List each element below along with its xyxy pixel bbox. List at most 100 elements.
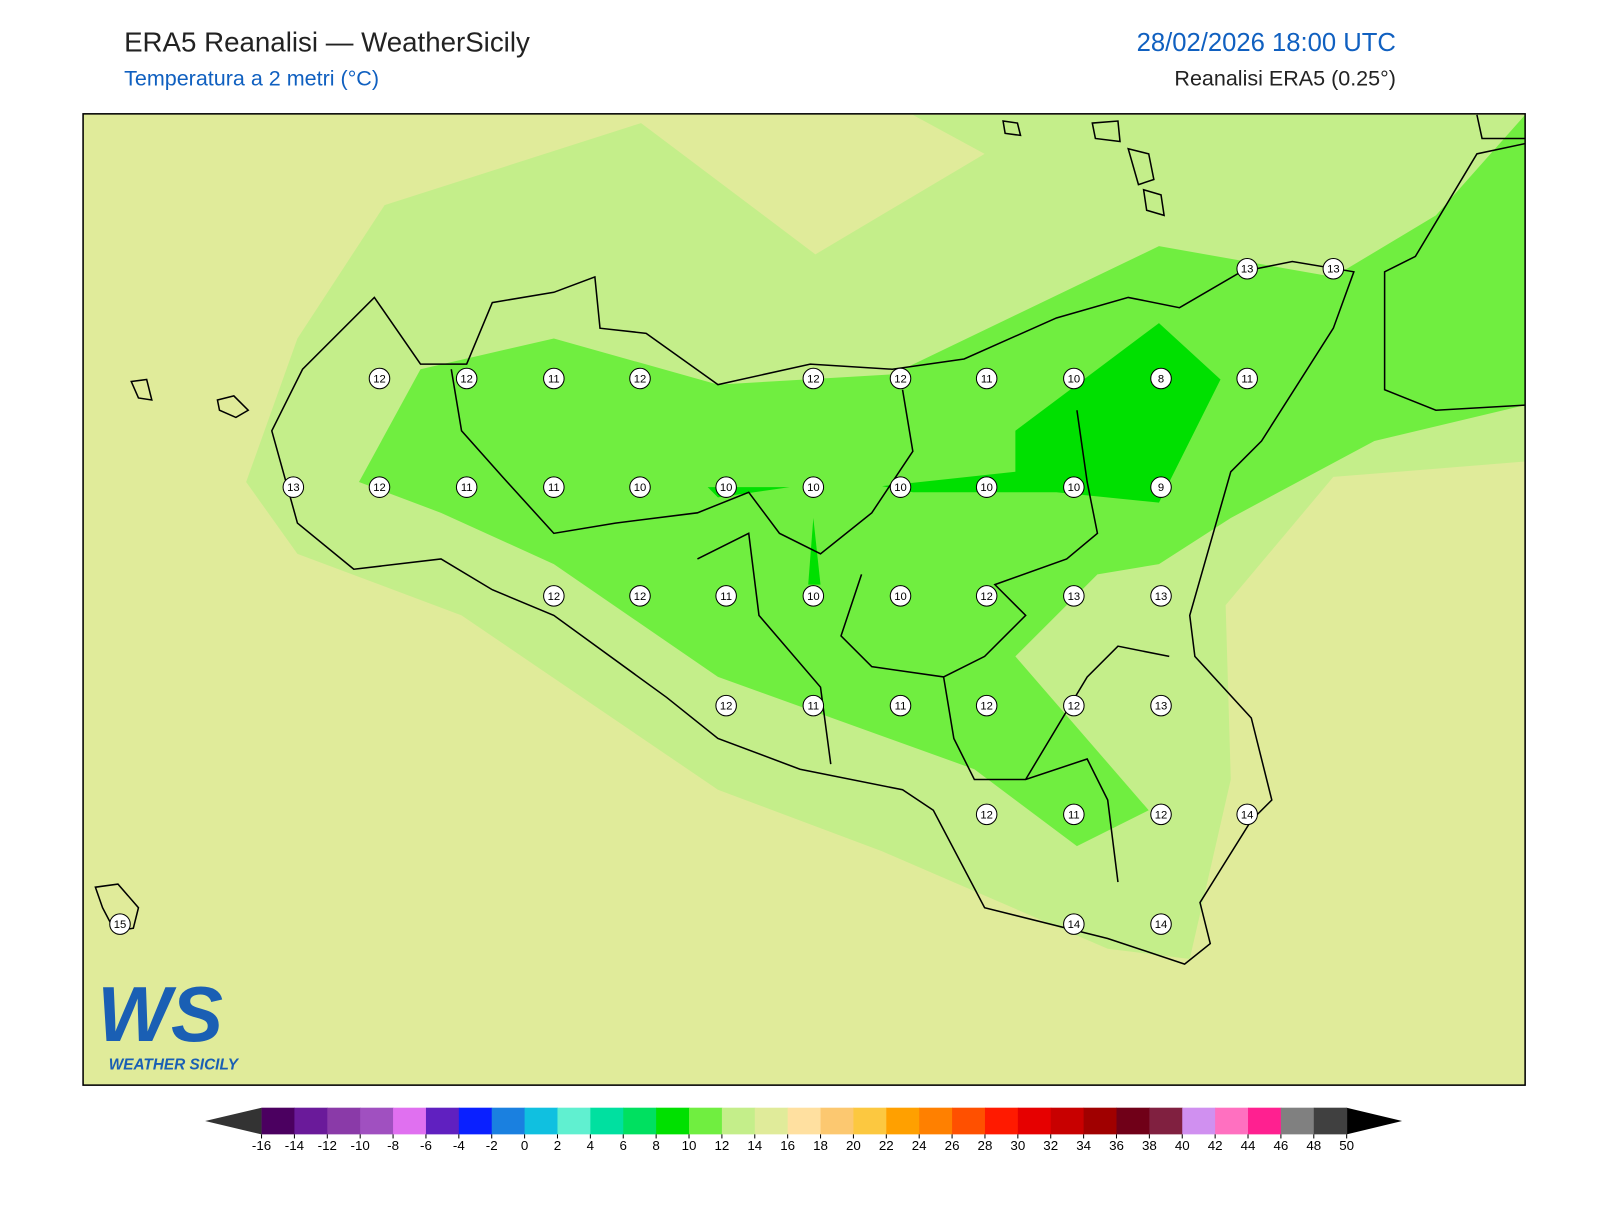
station: 10 bbox=[1063, 367, 1085, 390]
colorbar-label: 22 bbox=[879, 1138, 894, 1153]
station-value: 13 bbox=[1327, 264, 1340, 276]
station-value: 12 bbox=[373, 482, 386, 494]
colorbar-label: -14 bbox=[285, 1138, 305, 1153]
station-marker bbox=[715, 585, 737, 607]
colorbar-label: 26 bbox=[945, 1138, 960, 1153]
station-value: 11 bbox=[981, 373, 993, 385]
station-marker bbox=[1150, 913, 1172, 935]
colorbar-bin bbox=[1050, 1107, 1085, 1135]
station-marker bbox=[1063, 913, 1085, 935]
subtitle: Temperatura a 2 metri (°C) bbox=[124, 67, 379, 91]
colorbar-bin bbox=[886, 1107, 920, 1135]
station-marker bbox=[455, 367, 478, 390]
station: 14 bbox=[1236, 803, 1258, 826]
station: 13 bbox=[1322, 257, 1345, 280]
colorbar-label: 0 bbox=[521, 1138, 528, 1153]
colorbar-label: -10 bbox=[351, 1138, 370, 1153]
station-value: 10 bbox=[634, 482, 647, 494]
station-value: 11 bbox=[461, 482, 473, 494]
colorbar-label: 48 bbox=[1306, 1138, 1321, 1153]
station: 10 bbox=[889, 585, 912, 607]
colorbar-bin bbox=[721, 1107, 756, 1135]
station-value: 10 bbox=[894, 591, 907, 603]
colorbar-bin bbox=[491, 1107, 526, 1135]
colorbar-label: 34 bbox=[1076, 1138, 1091, 1153]
colorbar-under bbox=[205, 1107, 262, 1135]
station-marker bbox=[1063, 367, 1085, 390]
station: 13 bbox=[1063, 585, 1085, 607]
station-value: 10 bbox=[980, 482, 993, 494]
station: 11 bbox=[543, 476, 565, 498]
station-marker bbox=[629, 585, 651, 607]
colorbar-bin bbox=[656, 1107, 690, 1135]
station: 10 bbox=[1063, 476, 1085, 498]
station-value: 13 bbox=[1068, 591, 1081, 603]
station-value: 12 bbox=[720, 701, 733, 713]
station: 10 bbox=[975, 476, 998, 498]
station-value: 11 bbox=[1241, 373, 1253, 385]
station-value: 13 bbox=[1155, 701, 1168, 713]
colorbar-bin bbox=[689, 1107, 723, 1135]
station-value: 12 bbox=[980, 701, 993, 713]
station: 12 bbox=[889, 367, 912, 390]
colorbar-over bbox=[1346, 1107, 1403, 1135]
station: 12 bbox=[629, 367, 651, 390]
colorbar-bin bbox=[1083, 1107, 1118, 1135]
logo: WS WEATHER SICILY bbox=[97, 970, 239, 1074]
station-value: 11 bbox=[720, 591, 732, 603]
colorbar-label: 38 bbox=[1142, 1138, 1157, 1153]
colorbar-bin bbox=[952, 1107, 986, 1135]
station: 11 bbox=[975, 367, 998, 390]
station-marker bbox=[1150, 367, 1172, 390]
station-value: 15 bbox=[114, 919, 127, 931]
station-value: 12 bbox=[634, 591, 647, 603]
station: 14 bbox=[1063, 913, 1085, 935]
station-value: 11 bbox=[807, 701, 819, 713]
colorbar-bin bbox=[820, 1107, 854, 1135]
station: 12 bbox=[543, 585, 565, 607]
station-value: 9 bbox=[1158, 482, 1164, 494]
station-marker bbox=[715, 694, 737, 717]
station-value: 11 bbox=[548, 373, 560, 385]
station-marker bbox=[109, 913, 131, 935]
station-marker bbox=[1322, 257, 1345, 280]
station: 11 bbox=[889, 694, 912, 717]
station-marker bbox=[543, 585, 565, 607]
colorbar-bin bbox=[919, 1107, 953, 1135]
colorbar-bin bbox=[425, 1107, 460, 1135]
station-value: 12 bbox=[634, 373, 647, 385]
station-marker bbox=[543, 476, 565, 498]
station: 10 bbox=[629, 476, 651, 498]
colorbar-bin bbox=[393, 1107, 427, 1135]
station-value: 12 bbox=[1155, 809, 1168, 821]
station-marker bbox=[889, 367, 912, 390]
station-marker bbox=[975, 803, 998, 826]
colorbar-label: -8 bbox=[387, 1138, 399, 1153]
station: 12 bbox=[975, 585, 998, 607]
colorbar-bin bbox=[360, 1107, 394, 1135]
colorbar-bin bbox=[1248, 1107, 1282, 1135]
colorbar-label: 24 bbox=[912, 1138, 927, 1153]
station-value: 8 bbox=[1158, 373, 1164, 385]
title: ERA5 Reanalisi — WeatherSicily bbox=[124, 26, 530, 57]
station-marker bbox=[975, 585, 998, 607]
station: 11 bbox=[802, 694, 825, 717]
station-value: 10 bbox=[1068, 373, 1081, 385]
station-marker bbox=[1236, 257, 1258, 280]
station-marker bbox=[543, 367, 565, 390]
station: 15 bbox=[109, 913, 131, 935]
colorbar-bin bbox=[524, 1107, 558, 1135]
station: 12 bbox=[1150, 803, 1172, 826]
colorbar-label: 40 bbox=[1175, 1138, 1190, 1153]
station: 11 bbox=[715, 585, 737, 607]
station: 12 bbox=[629, 585, 651, 607]
station-marker bbox=[975, 476, 998, 498]
colorbar-label: -4 bbox=[453, 1138, 465, 1153]
colorbar-label: 50 bbox=[1339, 1138, 1354, 1153]
station-value: 14 bbox=[1241, 809, 1254, 821]
station-marker bbox=[1063, 803, 1085, 826]
station: 10 bbox=[802, 476, 825, 498]
station-value: 11 bbox=[548, 482, 560, 494]
colorbar-label: 46 bbox=[1273, 1138, 1288, 1153]
colorbar-bin bbox=[294, 1107, 328, 1135]
